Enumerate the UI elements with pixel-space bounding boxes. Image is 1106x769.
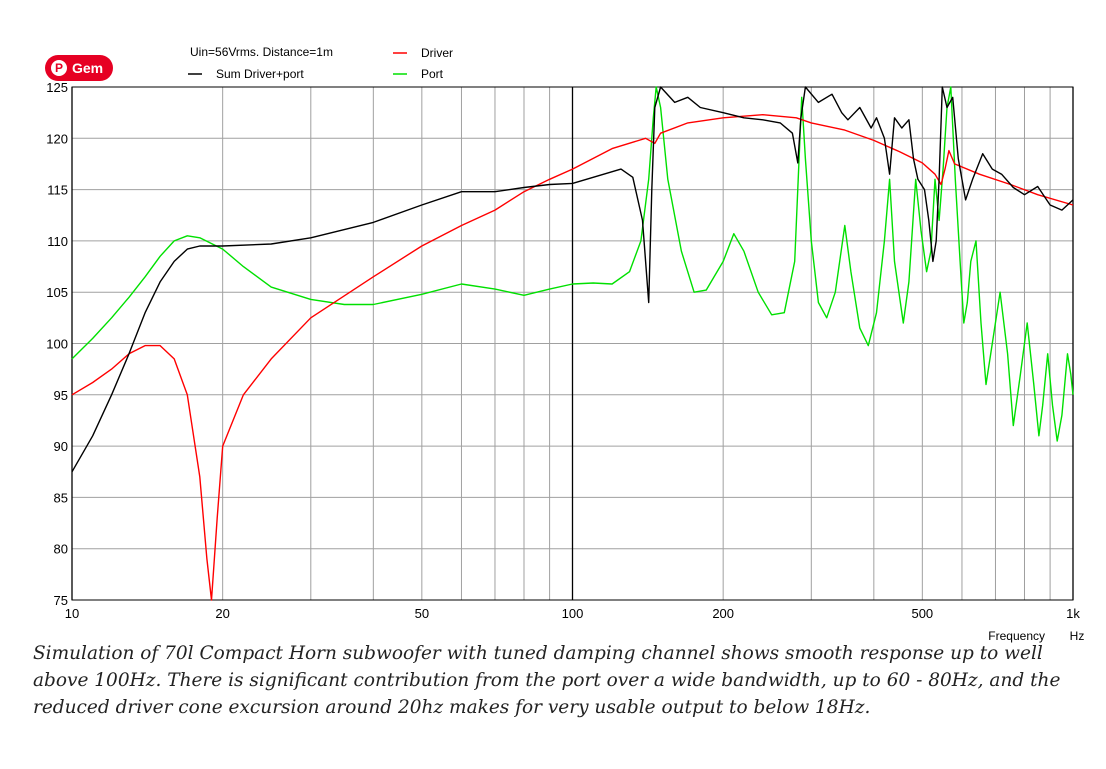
grid [71, 86, 1074, 601]
x-tick-label: 1k [1066, 606, 1080, 621]
x-tick-label: 200 [712, 606, 734, 621]
y-tick-label: 95 [54, 388, 68, 403]
legend: Uin=56Vrms. Distance=1m Sum Driver+port Dr… [188, 45, 453, 81]
y-tick-label: 90 [54, 439, 68, 454]
x-tick-label: 20 [215, 606, 229, 621]
y-tick-label: 115 [47, 183, 68, 198]
plot-frame [71, 86, 1074, 601]
frequency-response-chart: 125 120 115 110 105 100 95 90 85 80 75 10 20 50 100 200… [45, 45, 1084, 643]
pinterest-icon: P [51, 60, 67, 76]
y-tick-label: 75 [54, 593, 68, 608]
pin-button-label: Gem [72, 60, 104, 76]
pinterest-save-button[interactable]: P Gem [45, 55, 114, 81]
legend-label: Port [421, 67, 444, 81]
x-tick-label: 10 [65, 606, 79, 621]
y-tick-label: 125 [46, 80, 68, 95]
chart-title: Uin=56Vrms. Distance=1m [190, 45, 333, 59]
legend-label: Driver [421, 46, 453, 60]
figure-caption: Simulation of 70l Compact Horn subwoofer… [33, 643, 1061, 718]
series-line [71, 86, 1074, 442]
plot-series [71, 86, 1074, 601]
y-tick-label: 100 [46, 337, 68, 352]
y-tick-label: 110 [47, 234, 68, 249]
x-axis-unit: Hz [1070, 629, 1085, 643]
x-tick-label: 500 [911, 606, 933, 621]
y-tick-label: 120 [46, 131, 68, 146]
y-tick-label: 85 [54, 490, 68, 505]
y-tick-label: 80 [54, 542, 68, 557]
x-tick-label: 100 [562, 606, 584, 621]
x-axis-label: Frequency [988, 629, 1045, 643]
x-tick-label: 50 [415, 606, 429, 621]
legend-label: Sum Driver+port [216, 67, 304, 81]
y-tick-label: 105 [46, 285, 68, 300]
series-line [71, 86, 1074, 473]
